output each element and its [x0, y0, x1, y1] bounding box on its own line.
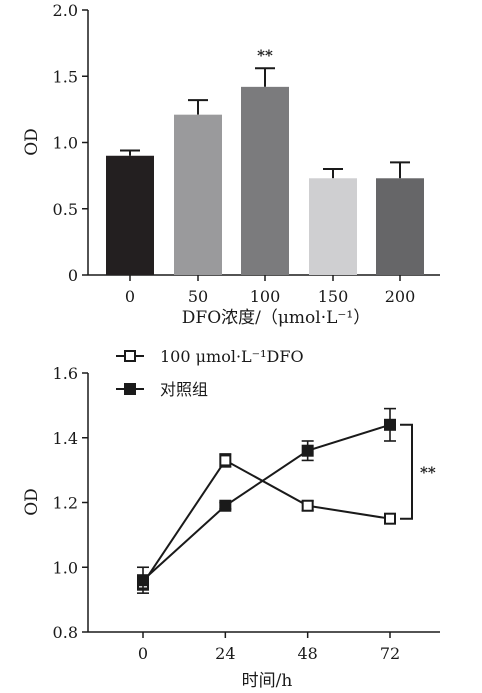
bar-y-axis-title: OD	[22, 128, 42, 156]
bar-chart-axes: 0 0.5 1.0 1.5 2.0 0 50 100 150 200	[53, 1, 440, 306]
line-chart-marks: **	[137, 407, 436, 594]
line-x-tick-label: 0	[138, 644, 148, 663]
bar-y-tick-label: 1.5	[53, 67, 78, 86]
bar	[309, 178, 357, 275]
significance-bracket	[400, 423, 413, 520]
line-x-tick-label: 24	[215, 644, 235, 663]
line-y-tick-label: 1.2	[53, 494, 78, 513]
control-point	[384, 418, 396, 431]
bar-x-tick-label: 200	[385, 287, 416, 306]
bar	[376, 178, 424, 275]
bar-x-tick-label: 50	[188, 287, 208, 306]
bar-x-tick-label: 100	[250, 287, 281, 306]
bar-x-axis-title: DFO浓度/（μmol·L⁻¹）	[182, 308, 370, 328]
control-series-line	[142, 423, 391, 581]
line-chart-axes: 0.8 1.0 1.2 1.4 1.6 0 24 48 72	[53, 364, 440, 663]
line-chart-legend: 100 μmol·L⁻¹DFO 对照组	[116, 347, 304, 399]
line-x-tick-label: 48	[297, 644, 317, 663]
dfo-point	[301, 499, 314, 512]
bar-x-tick-label: 150	[318, 287, 349, 306]
bar	[106, 155, 154, 275]
line-x-tick-label: 72	[380, 644, 400, 663]
bar-x-tick-label: 0	[125, 287, 135, 306]
dfo-point	[384, 512, 396, 525]
line-y-tick-label: 0.8	[53, 623, 78, 642]
bar-chart-marks: **	[106, 46, 424, 275]
bar	[241, 86, 289, 275]
control-point	[137, 574, 149, 587]
control-point	[219, 499, 232, 512]
line-y-tick-label: 1.0	[53, 558, 78, 577]
line-y-axis-title: OD	[22, 488, 42, 516]
control-point	[301, 444, 314, 457]
line-x-axis-title: 时间/h	[242, 671, 293, 691]
legend-marker-control	[124, 383, 136, 395]
dfo-point	[219, 454, 232, 467]
bar-y-tick-label: 0	[68, 266, 78, 285]
bar-y-tick-label: 0.5	[53, 200, 78, 219]
legend-label-dfo: 100 μmol·L⁻¹DFO	[160, 347, 304, 366]
bar-y-tick-label: 1.0	[53, 134, 78, 153]
legend-marker-dfo	[124, 350, 136, 362]
legend-label-control: 对照组	[160, 380, 208, 399]
bar-chart: 0 0.5 1.0 1.5 2.0 0 50 100 150 200 ** OD DFO浓度/（μ…	[22, 1, 440, 328]
bar	[174, 114, 222, 275]
bar-y-tick-label: 2.0	[53, 1, 78, 20]
line-significance-label: **	[420, 464, 436, 482]
line-y-tick-label: 1.4	[53, 429, 78, 448]
line-y-tick-label: 1.6	[53, 364, 78, 383]
line-chart: 0.8 1.0 1.2 1.4 1.6 0 24 48 72 ** 100 μmol·L⁻¹DF…	[22, 347, 440, 691]
bar-significance-label: **	[257, 46, 273, 64]
dfo-series-line	[142, 459, 391, 584]
